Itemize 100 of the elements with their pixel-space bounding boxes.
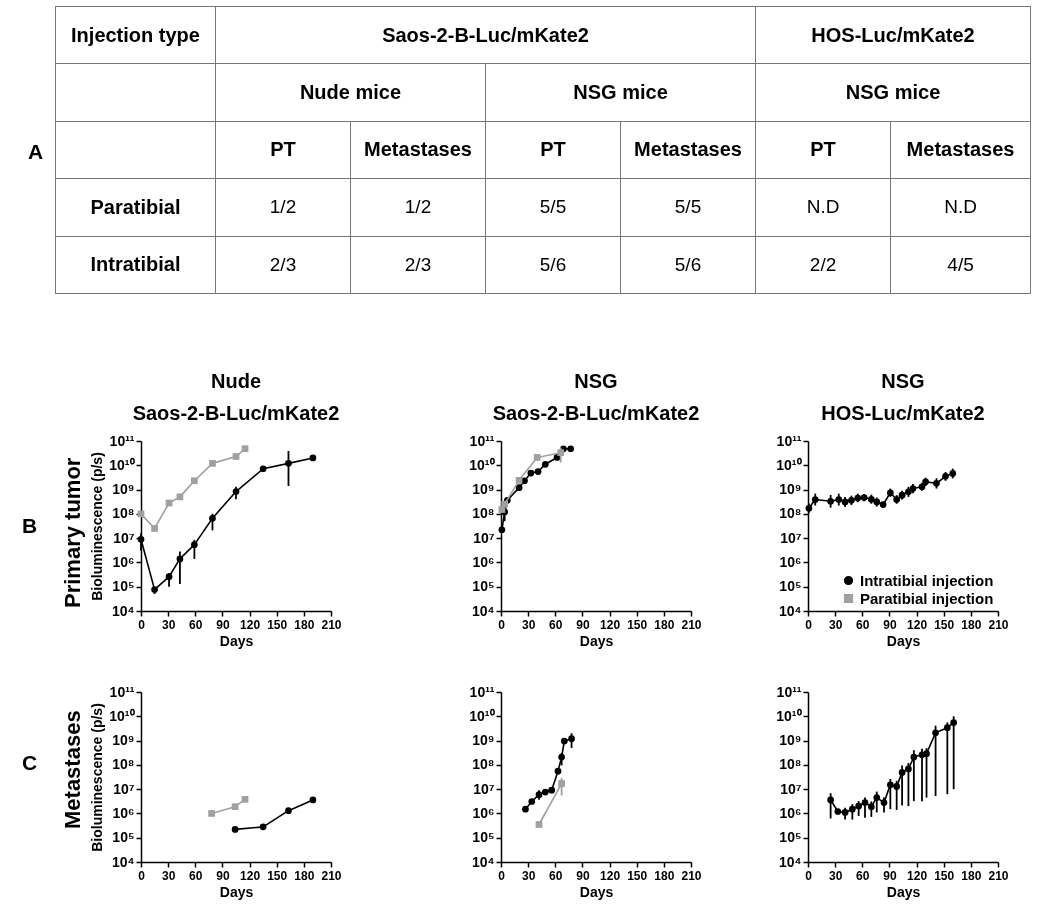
text: PT <box>215 121 351 179</box>
y-tick-label: 10⁷ <box>473 529 495 546</box>
text: Injection type <box>55 6 216 64</box>
y-tick-label: 10⁸ <box>472 505 495 522</box>
legend-label: Paratibial injection <box>860 589 994 607</box>
x-tick-label: 30 <box>161 868 176 883</box>
y-tick-label: 10⁵ <box>472 829 495 846</box>
text: Primary tumor <box>60 456 86 611</box>
text: N.D <box>755 178 891 237</box>
y-tick-label: 10¹⁰ <box>109 707 135 724</box>
x-tick-label: 90 <box>883 868 897 883</box>
x-tick-label: 30 <box>521 868 536 883</box>
x-tick-label: 150 <box>627 868 648 883</box>
x-tick-label: 120 <box>240 868 261 883</box>
y-tick-label: 10⁶ <box>472 553 495 570</box>
x-tick-label: 180 <box>654 868 675 883</box>
x-tick-label: 90 <box>216 617 230 632</box>
x-tick-label: 150 <box>934 868 955 883</box>
y-tick-label: 10⁷ <box>780 529 802 546</box>
x-tick-label: 180 <box>654 617 675 632</box>
y-tick-label: 10⁶ <box>779 804 802 821</box>
y-axis-title: Bioluminescence (p/s) <box>89 703 106 852</box>
text: 2/3 <box>215 236 351 294</box>
x-tick-label: 60 <box>856 868 870 883</box>
x-axis-title: Days <box>219 883 254 900</box>
y-tick-label: 10⁹ <box>472 732 495 749</box>
x-axis-title: Days <box>579 883 614 900</box>
text: HOS-Luc/mKate2 <box>755 6 1031 64</box>
y-tick-label: 10⁴ <box>472 853 495 870</box>
text: Saos-2-B-Luc/mKate2 <box>215 6 756 64</box>
y-tick-label: 10¹¹ <box>469 432 495 449</box>
x-tick-label: 60 <box>189 617 203 632</box>
chart-subtitle: Saos-2-B-Luc/mKate2 <box>492 402 700 424</box>
y-tick-label: 10¹¹ <box>776 432 802 449</box>
x-tick-label: 120 <box>907 868 928 883</box>
y-tick-label: 10¹⁰ <box>776 707 802 724</box>
y-tick-label: 10⁶ <box>472 804 495 821</box>
x-tick-label: 180 <box>961 617 982 632</box>
y-tick-label: 10⁴ <box>112 853 135 870</box>
y-tick-label: 10⁹ <box>779 732 802 749</box>
x-tick-label: 0 <box>138 868 146 883</box>
x-tick-label: 180 <box>294 868 315 883</box>
text: C <box>22 751 38 775</box>
x-tick-label: 60 <box>549 617 563 632</box>
y-tick-label: 10⁶ <box>779 553 802 570</box>
x-tick-label: 30 <box>828 617 843 632</box>
text: Intratibial <box>55 236 216 294</box>
y-tick-label: 10⁶ <box>112 553 135 570</box>
chart-title: Nude <box>211 370 261 392</box>
y-tick-label: 10¹¹ <box>109 683 135 700</box>
x-axis-title: Days <box>579 632 614 649</box>
chart-subtitle: Saos-2-B-Luc/mKate2 <box>132 402 340 424</box>
x-tick-label: 60 <box>189 868 203 883</box>
x-tick-label: 0 <box>138 617 146 632</box>
x-tick-label: 210 <box>321 868 342 883</box>
x-tick-label: 30 <box>521 617 536 632</box>
x-tick-label: 120 <box>600 617 621 632</box>
x-tick-label: 0 <box>498 868 506 883</box>
x-axis-title: Days <box>219 632 254 649</box>
y-tick-label: 10¹¹ <box>109 432 135 449</box>
text: Metastases <box>890 121 1031 179</box>
y-tick-label: 10⁹ <box>472 481 495 498</box>
text: Nude mice <box>215 63 486 122</box>
text: Metastases <box>350 121 486 179</box>
text: PT <box>755 121 891 179</box>
y-tick-label: 10⁴ <box>779 602 802 619</box>
x-tick-label: 30 <box>161 617 176 632</box>
x-axis-title: Days <box>886 883 921 900</box>
text: Metastases <box>60 709 86 832</box>
x-tick-label: 210 <box>681 868 702 883</box>
x-tick-label: 150 <box>267 868 288 883</box>
text: 4/5 <box>890 236 1031 294</box>
y-tick-label: 10⁷ <box>473 780 495 797</box>
x-tick-label: 90 <box>216 868 230 883</box>
text: B <box>22 514 38 538</box>
y-tick-label: 10⁸ <box>779 756 802 773</box>
x-tick-label: 210 <box>321 617 342 632</box>
chart-title: NSG <box>881 370 925 392</box>
x-tick-label: 150 <box>934 617 955 632</box>
text: Metastases <box>620 121 756 179</box>
x-tick-label: 30 <box>828 868 843 883</box>
y-tick-label: 10¹⁰ <box>469 707 495 724</box>
x-tick-label: 0 <box>805 617 813 632</box>
y-tick-label: 10⁸ <box>472 756 495 773</box>
text: A <box>28 140 44 164</box>
y-tick-label: 10⁵ <box>112 578 135 595</box>
text: 2/2 <box>755 236 891 294</box>
y-tick-label: 10¹¹ <box>469 683 495 700</box>
y-tick-label: 10⁸ <box>779 505 802 522</box>
text: 2/3 <box>350 236 486 294</box>
x-tick-label: 210 <box>988 617 1009 632</box>
x-axis-title: Days <box>886 632 921 649</box>
y-tick-label: 10⁷ <box>780 780 802 797</box>
x-tick-label: 120 <box>240 617 261 632</box>
text: Paratibial <box>55 178 216 237</box>
y-tick-label: 10¹⁰ <box>776 456 802 473</box>
chart-subtitle: HOS-Luc/mKate2 <box>821 402 985 424</box>
x-tick-label: 210 <box>681 617 702 632</box>
x-tick-label: 60 <box>549 868 563 883</box>
y-tick-label: 10⁵ <box>112 829 135 846</box>
